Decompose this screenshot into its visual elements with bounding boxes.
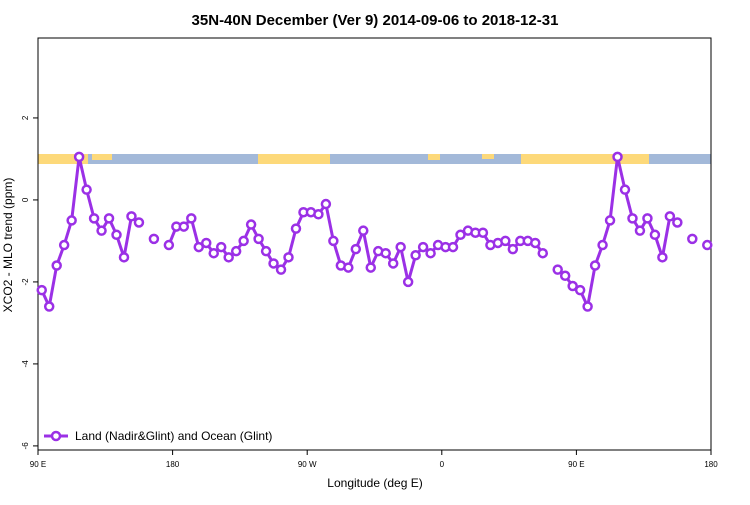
data-point xyxy=(552,264,563,275)
data-point xyxy=(148,233,160,245)
data-point xyxy=(447,241,459,253)
y-tick-label: -4 xyxy=(21,360,30,368)
data-point xyxy=(111,229,122,241)
data-point xyxy=(702,239,713,251)
x-tick-label: 90 E xyxy=(30,460,46,469)
data-point xyxy=(275,264,287,275)
data-point xyxy=(425,247,436,259)
data-point xyxy=(193,241,205,253)
land-ocean-strip xyxy=(38,154,711,164)
data-point xyxy=(118,252,130,263)
data-point xyxy=(223,252,234,263)
data-point xyxy=(81,184,92,195)
data-point xyxy=(402,276,414,288)
x-axis-label: Longitude (deg E) xyxy=(327,476,422,490)
data-point xyxy=(313,209,324,220)
y-tick-label: 2 xyxy=(21,115,30,120)
chart-title: 35N-40N December (Ver 9) 2014-09-06 to 2… xyxy=(192,12,559,29)
data-point xyxy=(320,198,332,210)
data-point xyxy=(589,260,601,271)
data-point xyxy=(672,217,683,228)
land-band xyxy=(521,154,649,164)
land-band xyxy=(92,154,112,160)
data-point xyxy=(537,247,548,259)
data-point xyxy=(283,252,294,263)
data-point xyxy=(58,239,70,251)
y-tick-label: -6 xyxy=(21,442,30,450)
data-point xyxy=(73,151,85,163)
data-point xyxy=(238,235,249,247)
data-point xyxy=(642,213,653,224)
data-point xyxy=(507,243,519,255)
data-point xyxy=(178,221,190,232)
data-point xyxy=(133,217,145,228)
land-band xyxy=(482,154,494,159)
data-point xyxy=(88,213,100,224)
data-point xyxy=(328,235,339,247)
data-point xyxy=(395,241,406,253)
data-point xyxy=(36,284,47,296)
data-point xyxy=(380,247,391,259)
data-point xyxy=(230,245,242,257)
data-point xyxy=(43,301,55,312)
legend-label: Land (Nadir&Glint) and Ocean (Glint) xyxy=(75,429,272,443)
data-point xyxy=(51,260,62,271)
land-band xyxy=(258,154,330,164)
data-point xyxy=(245,219,257,230)
data-point xyxy=(597,239,608,251)
data-point xyxy=(500,235,511,247)
data-point xyxy=(612,151,623,163)
x-tick-label: 180 xyxy=(166,460,180,469)
data-point xyxy=(417,241,429,253)
legend-marker xyxy=(50,430,62,442)
data-point xyxy=(387,258,399,269)
data-point xyxy=(260,245,272,257)
data-point xyxy=(343,262,354,273)
data-point xyxy=(582,301,593,312)
data-point xyxy=(208,247,219,259)
data-point xyxy=(664,211,676,222)
ocean-band xyxy=(38,154,711,164)
data-point xyxy=(574,284,586,296)
data-point xyxy=(163,239,175,251)
data-point xyxy=(649,229,661,241)
x-tick-label: 90 W xyxy=(298,460,317,469)
data-point xyxy=(126,211,137,222)
data-point xyxy=(627,213,638,224)
data-point xyxy=(619,184,631,195)
data-point xyxy=(201,237,212,249)
y-tick-label: 0 xyxy=(21,197,30,202)
data-point xyxy=(634,225,646,236)
data-point xyxy=(530,237,541,249)
data-point xyxy=(66,215,77,226)
data-point xyxy=(215,241,227,253)
data-point xyxy=(350,243,362,255)
data-point xyxy=(290,223,302,234)
data-point xyxy=(186,213,197,224)
data-point xyxy=(410,250,421,261)
data-point xyxy=(253,233,264,245)
data-point xyxy=(455,229,466,241)
data-point xyxy=(365,262,377,273)
x-tick-label: 90 E xyxy=(568,460,584,469)
data-point xyxy=(559,270,571,282)
data-point xyxy=(687,233,698,245)
land-band xyxy=(428,154,440,160)
data-point xyxy=(96,225,107,236)
data-point xyxy=(358,225,369,236)
data-point xyxy=(268,258,279,269)
data-point xyxy=(103,213,115,224)
y-axis-label: XCO2 - MLO trend (ppm) xyxy=(1,178,15,313)
data-point xyxy=(657,252,668,263)
data-point xyxy=(567,280,578,292)
y-tick-label: -2 xyxy=(21,278,30,286)
data-point xyxy=(477,227,489,238)
land-band xyxy=(38,154,88,164)
data-point xyxy=(604,215,616,226)
x-tick-label: 180 xyxy=(704,460,718,469)
x-tick-label: 0 xyxy=(440,460,445,469)
